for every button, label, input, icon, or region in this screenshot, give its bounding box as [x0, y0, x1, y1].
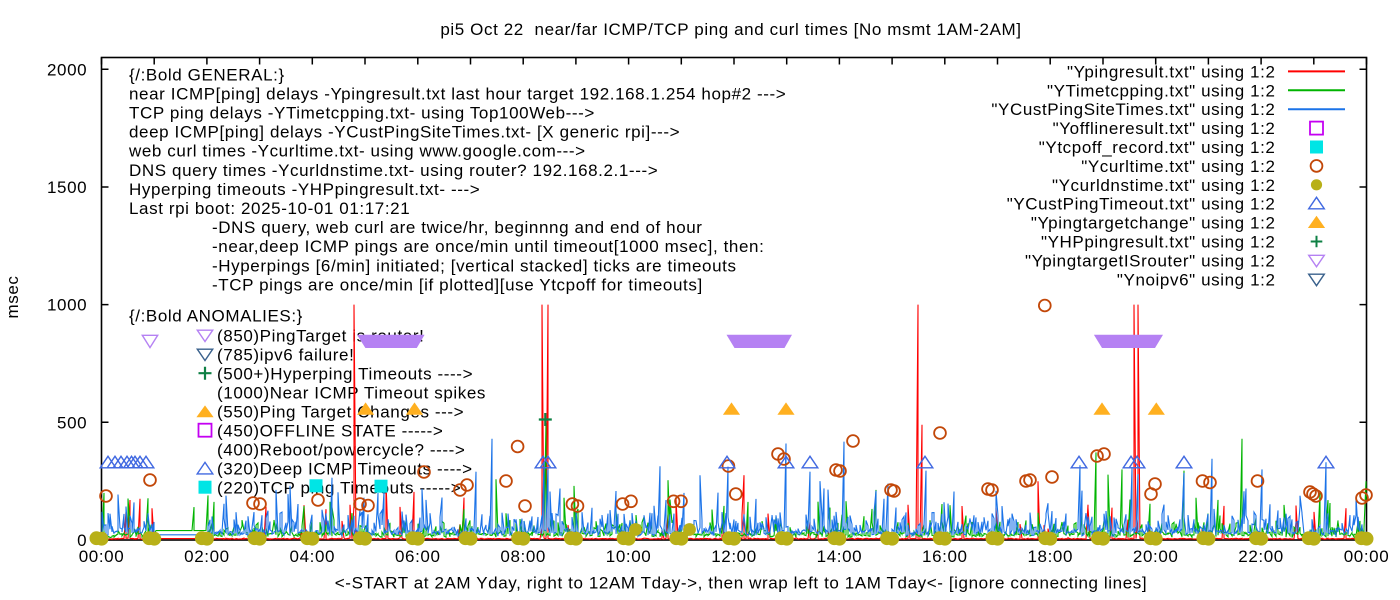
- svg-text:"YCustPingTimeout.txt" using 1: "YCustPingTimeout.txt" using 1:2: [1007, 195, 1276, 214]
- svg-text:Last rpi boot: 2025-10-01 01:1: Last rpi boot: 2025-10-01 01:17:21: [129, 199, 410, 218]
- svg-text:Hyperping timeouts -YHPpingres: Hyperping timeouts -YHPpingresult.txt- -…: [129, 180, 480, 199]
- svg-text:(550)Ping Target Changes --->: (550)Ping Target Changes --->: [217, 402, 464, 421]
- svg-text:DNS query times -Ycurldnstime.: DNS query times -Ycurldnstime.txt- using…: [129, 161, 658, 180]
- svg-text:04:00: 04:00: [290, 547, 336, 566]
- svg-text:-near,deep ICMP pings are once: -near,deep ICMP pings are once/min until…: [212, 237, 764, 256]
- svg-text:(500+)Hyperping Timeouts ---->: (500+)Hyperping Timeouts ---->: [217, 364, 473, 383]
- svg-text:(785)ipv6 failure!: (785)ipv6 failure!: [217, 345, 354, 364]
- svg-text:TCP ping delays -YTimetcpping.: TCP ping delays -YTimetcpping.txt- using…: [129, 104, 595, 123]
- svg-text:deep ICMP[ping] delays -YCustP: deep ICMP[ping] delays -YCustPingSiteTim…: [129, 123, 680, 142]
- svg-text:"Ynoipv6" using 1:2: "Ynoipv6" using 1:2: [1117, 270, 1276, 289]
- svg-text:18:00: 18:00: [1027, 547, 1073, 566]
- svg-text:"Ycurltime.txt" using 1:2: "Ycurltime.txt" using 1:2: [1081, 157, 1275, 176]
- svg-text:(450)OFFLINE STATE ----->: (450)OFFLINE STATE ----->: [217, 421, 443, 440]
- svg-text:"YpingtargetISrouter" using 1:: "YpingtargetISrouter" using 1:2: [1025, 251, 1276, 270]
- svg-text:02:00: 02:00: [184, 547, 230, 566]
- svg-text:22:00: 22:00: [1238, 547, 1284, 566]
- svg-text:-TCP pings are once/min [if pl: -TCP pings are once/min [if plotted][use…: [212, 275, 703, 294]
- svg-text:10:00: 10:00: [606, 547, 652, 566]
- svg-text:(400)Reboot/powercycle? ---->: (400)Reboot/powercycle? ---->: [217, 440, 465, 459]
- svg-text:{/:Bold GENERAL:}: {/:Bold GENERAL:}: [129, 65, 285, 84]
- svg-text:(220)TCP ping Timeouts ----->: (220)TCP ping Timeouts ----->: [217, 478, 461, 497]
- svg-text:12:00: 12:00: [711, 547, 757, 566]
- svg-text:2000: 2000: [47, 60, 87, 79]
- svg-text:14:00: 14:00: [817, 547, 863, 566]
- svg-text:msec: msec: [3, 275, 22, 318]
- svg-text:16:00: 16:00: [922, 547, 968, 566]
- svg-text:pi5 Oct 22 near/far ICMP/TCP: pi5 Oct 22 near/far ICMP/TCP ping and cu…: [440, 20, 1021, 39]
- svg-text:"Ytcpoff_record.txt" using 1:2: "Ytcpoff_record.txt" using 1:2: [1039, 138, 1276, 157]
- svg-text:"Ycurldnstime.txt" using 1:2: "Ycurldnstime.txt" using 1:2: [1052, 176, 1276, 195]
- svg-text:"Yofflineresult.txt" using 1:2: "Yofflineresult.txt" using 1:2: [1053, 119, 1276, 138]
- svg-text:"YHPpingresult.txt" using 1:2: "YHPpingresult.txt" using 1:2: [1041, 233, 1276, 252]
- svg-text:1500: 1500: [47, 178, 87, 197]
- svg-text:<-START at 2AM Yday, right to: <-START at 2AM Yday, right to 12AM Tday-…: [335, 574, 1147, 593]
- svg-text:{/:Bold ANOMALIES:}: {/:Bold ANOMALIES:}: [129, 307, 303, 326]
- svg-text:"Ypingresult.txt" using 1:2: "Ypingresult.txt" using 1:2: [1067, 62, 1275, 81]
- svg-text:(1000)Near ICMP Timeout spikes: (1000)Near ICMP Timeout spikes: [217, 383, 486, 402]
- svg-text:(320)Deep ICMP Timeouts ---->: (320)Deep ICMP Timeouts ---->: [217, 459, 473, 478]
- svg-text:"YCustPingSiteTimes.txt" using: "YCustPingSiteTimes.txt" using 1:2: [991, 100, 1275, 119]
- svg-text:"Ypingtargetchange" using 1:2: "Ypingtargetchange" using 1:2: [1031, 214, 1276, 233]
- svg-text:00:00: 00:00: [79, 547, 125, 566]
- svg-text:web curl times -Ycurltime.txt-: web curl times -Ycurltime.txt- using www…: [128, 142, 586, 161]
- svg-text:20:00: 20:00: [1133, 547, 1179, 566]
- svg-text:00:00: 00:00: [1344, 547, 1390, 566]
- svg-text:-Hyperpings [6/min] initiated;: -Hyperpings [6/min] initiated; [vertical…: [212, 256, 737, 275]
- svg-text:06:00: 06:00: [395, 547, 441, 566]
- svg-text:08:00: 08:00: [500, 547, 546, 566]
- svg-text:"YTimetcpping.txt" using 1:2: "YTimetcpping.txt" using 1:2: [1047, 81, 1276, 100]
- svg-text:-DNS query, web curl are twice: -DNS query, web curl are twice/hr, begin…: [212, 218, 703, 237]
- svg-text:near ICMP[ping] delays -Ypingr: near ICMP[ping] delays -Ypingresult.txt …: [129, 84, 786, 103]
- svg-text:0: 0: [77, 531, 87, 550]
- svg-text:500: 500: [57, 413, 87, 432]
- svg-text:1000: 1000: [47, 296, 87, 315]
